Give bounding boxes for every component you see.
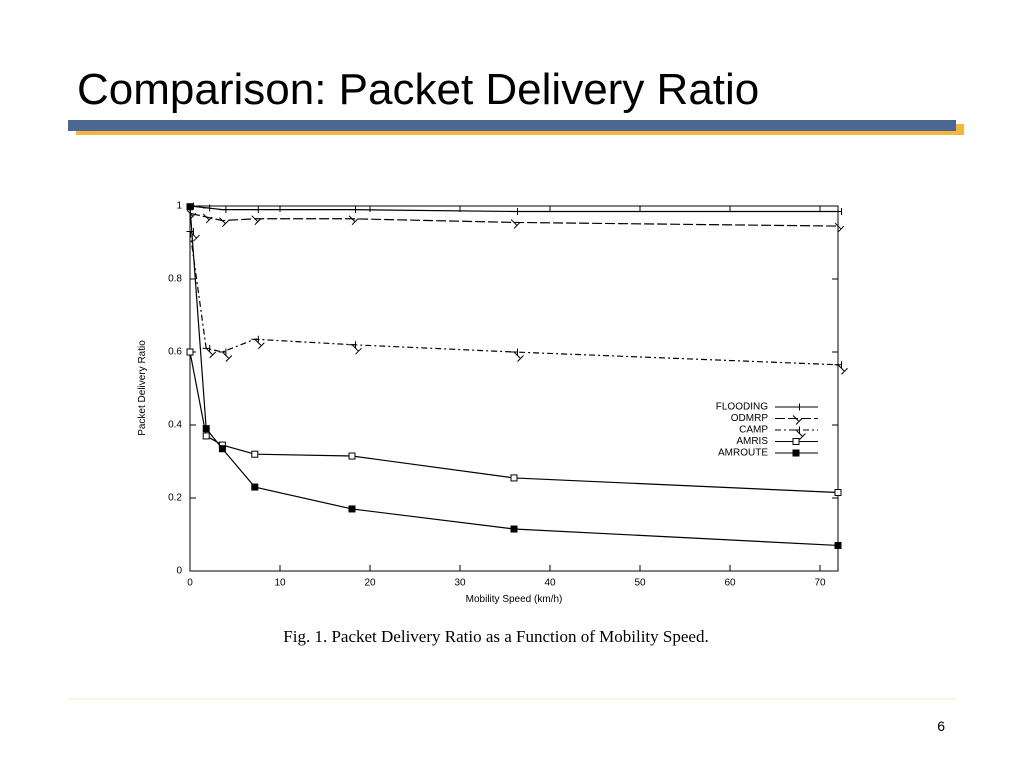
marker: [202, 344, 217, 359]
marker: [792, 426, 806, 440]
marker: [348, 215, 359, 226]
data-point: [218, 348, 233, 362]
data-point: [834, 489, 842, 497]
plot-frame: [189, 205, 839, 572]
data-point: [202, 432, 210, 440]
data-point: [834, 361, 848, 375]
marker: [251, 450, 259, 458]
marker: [202, 213, 213, 224]
data-point: [510, 474, 518, 482]
marker: [792, 449, 800, 457]
data-point: [186, 203, 194, 211]
data-point: [219, 217, 229, 227]
data-point: [510, 207, 518, 215]
data-point: [510, 525, 518, 533]
marker: [218, 206, 227, 214]
marker: [834, 541, 842, 549]
marker: [251, 206, 259, 214]
x-axis-label: Mobility Speed (km/h): [466, 594, 563, 605]
marker: [510, 525, 518, 533]
x-tick-label: 60: [724, 578, 736, 589]
marker: [186, 228, 200, 242]
legend-label: FLOODING: [716, 402, 768, 413]
data-point: [348, 215, 359, 226]
data-point: [202, 344, 217, 359]
data-point: [251, 483, 259, 491]
marker: [834, 361, 848, 375]
marker: [202, 425, 210, 433]
y-tick-label: 0.4: [168, 420, 182, 431]
marker: [186, 348, 194, 356]
x-tick-label: 20: [364, 578, 376, 589]
data-point: [348, 341, 362, 355]
marker: [510, 219, 521, 229]
x-tick-label: 70: [814, 578, 826, 589]
data-point: [510, 219, 521, 229]
marker: [792, 403, 800, 411]
data-point: [834, 541, 842, 549]
page-number: 6: [937, 718, 945, 734]
marker: [348, 206, 356, 214]
marker: [834, 489, 842, 497]
marker: [348, 341, 362, 355]
plot: 0 10 20 30 40 50 60 70 0 0.2 0.4 0.6 0.8 1 FLOODINGODM…: [168, 201, 848, 589]
data-point: [218, 206, 227, 214]
data-point: [251, 335, 265, 350]
marker: [834, 207, 842, 215]
data-point: [834, 207, 842, 215]
title-underline: [68, 120, 956, 131]
data-point: [202, 425, 210, 433]
marker: [510, 474, 518, 482]
legend-label: AMROUTE: [718, 448, 768, 459]
marker: [218, 348, 233, 362]
marker: [834, 222, 845, 233]
x-tick-label: 0: [187, 578, 193, 589]
data-point: [510, 348, 524, 362]
marker: [792, 438, 800, 445]
marker: [510, 207, 518, 215]
x-tick-label: 30: [454, 578, 466, 589]
data-point: [218, 445, 226, 453]
data-point: [251, 206, 259, 214]
slide-title: Comparison: Packet Delivery Ratio: [77, 65, 759, 114]
data-point: [186, 228, 200, 242]
data-point: [348, 206, 356, 214]
x-tick-label: 40: [544, 578, 556, 589]
marker: [251, 215, 262, 226]
y-tick-label: 0.2: [168, 493, 182, 504]
marker: [219, 217, 229, 227]
y-tick-label: 0.8: [168, 274, 182, 285]
data-point: [251, 215, 262, 226]
data-point: [202, 213, 213, 224]
data-point: [834, 222, 845, 233]
x-tick-label: 10: [274, 578, 286, 589]
marker: [186, 203, 194, 211]
y-tick-label: 0.6: [168, 347, 182, 358]
marker: [348, 505, 356, 513]
marker: [792, 415, 803, 425]
marker: [348, 452, 356, 460]
data-point: [251, 450, 259, 458]
y-tick-label: 1: [176, 201, 182, 212]
marker: [251, 483, 259, 491]
data-point: [348, 505, 356, 513]
y-axis-label: Packet Delivery Ratio: [137, 340, 148, 436]
legend-label: AMRIS: [736, 436, 768, 447]
marker: [202, 204, 211, 212]
x-tick-label: 50: [634, 578, 646, 589]
marker: [251, 335, 265, 350]
marker: [202, 432, 210, 440]
marker: [218, 445, 226, 453]
legend-label: ODMRP: [731, 413, 769, 424]
data-point: [202, 204, 211, 212]
data-point: [186, 348, 194, 356]
marker: [510, 348, 524, 362]
data-point: [348, 452, 356, 460]
figure-caption: Fig. 1. Packet Delivery Ratio as a Funct…: [283, 627, 708, 646]
legend-label: CAMP: [739, 425, 768, 436]
y-tick-label: 0: [176, 566, 182, 577]
